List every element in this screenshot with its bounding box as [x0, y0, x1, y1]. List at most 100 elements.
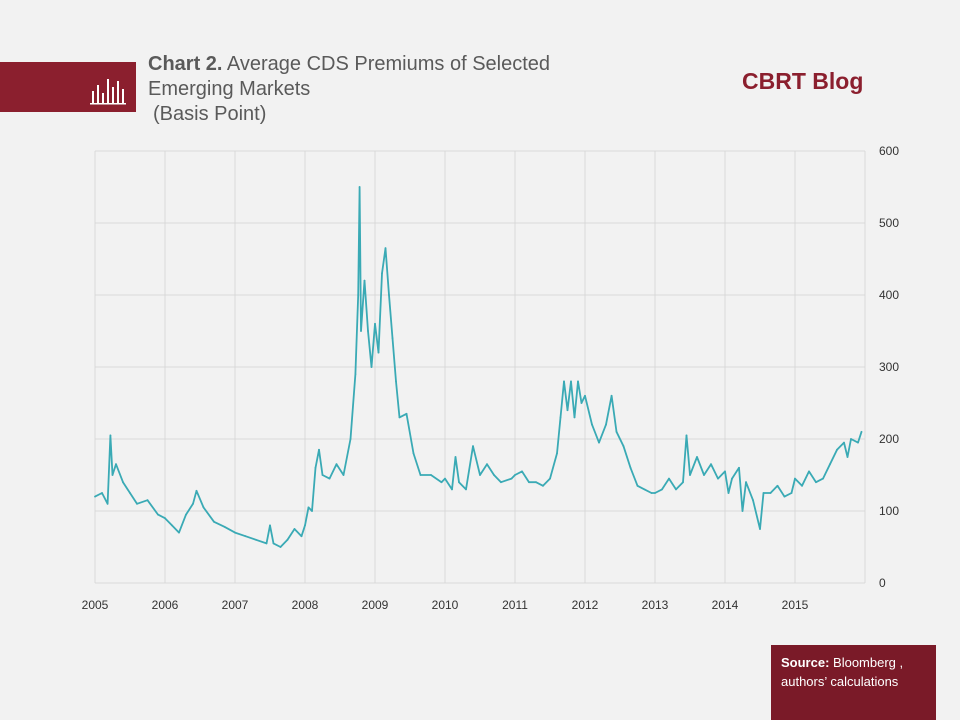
data-point [717, 477, 719, 480]
data-point [654, 492, 656, 494]
data-point [328, 477, 331, 480]
data-point [451, 488, 453, 491]
x-tick-label: 2014 [712, 598, 739, 612]
bar-chart-icon [90, 79, 126, 105]
data-point [636, 484, 639, 487]
data-point [510, 477, 513, 480]
data-point [598, 441, 600, 444]
data-point [860, 430, 863, 433]
x-tick-label: 2011 [502, 598, 528, 612]
chart-unit: (Basis Point) [153, 103, 267, 125]
chart-title-line2: Emerging Markets [148, 78, 311, 100]
data-point [745, 481, 747, 484]
chart-number: Chart 2. [148, 53, 223, 75]
data-point [703, 474, 705, 476]
brand-logo-text: CBRT Blog [742, 68, 864, 94]
data-point [622, 445, 625, 448]
data-point [696, 456, 698, 458]
x-axis-labels: 2005 2006 2007 2008 2009 2010 2011 2012 2013 2014… [82, 598, 809, 612]
x-tick-label: 2015 [782, 598, 809, 612]
x-tick-label: 2006 [152, 598, 179, 612]
data-point [244, 535, 247, 538]
data-point [563, 380, 565, 383]
y-tick-label: 300 [879, 360, 899, 374]
data-point [829, 463, 831, 466]
data-point [195, 489, 198, 492]
chart-title-line1: Average CDS Premiums of Selected [226, 53, 551, 75]
data-point [157, 513, 159, 516]
data-point [741, 510, 744, 512]
data-point [164, 517, 166, 520]
data-point [354, 373, 357, 376]
data-point [178, 531, 180, 534]
data-points [94, 186, 863, 548]
data-point [171, 524, 173, 527]
data-point [374, 322, 376, 325]
data-point [269, 524, 271, 527]
data-point [610, 394, 613, 397]
data-point [304, 524, 306, 527]
data-point [661, 488, 663, 491]
data-point [752, 499, 754, 502]
cds-premium-line [94, 186, 863, 548]
data-point [731, 477, 733, 480]
data-point [724, 470, 726, 473]
data-point [605, 423, 607, 426]
data-point [584, 394, 586, 397]
data-point [223, 525, 226, 528]
data-point [458, 481, 460, 484]
data-point [272, 542, 275, 545]
data-point [111, 474, 114, 476]
x-tick-label: 2007 [222, 598, 249, 612]
y-tick-label: 100 [879, 504, 899, 518]
data-point [843, 441, 845, 444]
data-point [363, 279, 366, 282]
data-point [556, 452, 558, 455]
data-point [815, 481, 817, 484]
data-point [412, 452, 415, 455]
data-point [738, 466, 740, 469]
data-point [650, 492, 653, 494]
y-tick-label: 400 [879, 288, 899, 302]
data-point [573, 416, 576, 419]
x-tick-label: 2005 [82, 598, 109, 612]
data-point [801, 484, 803, 487]
data-point [430, 474, 432, 476]
data-point [358, 186, 361, 188]
data-point [213, 520, 215, 523]
data-point [493, 474, 495, 476]
data-point [388, 294, 390, 296]
data-point [521, 470, 523, 473]
data-point [300, 535, 303, 538]
data-point [405, 412, 408, 415]
x-tick-label: 2009 [362, 598, 389, 612]
y-tick-label: 500 [879, 216, 899, 230]
data-point [857, 441, 859, 444]
y-axis-labels: 0 100 200 300 400 500 600 [879, 144, 899, 590]
data-point [398, 416, 401, 419]
data-point [769, 492, 772, 494]
data-point [335, 463, 338, 466]
data-point [395, 380, 397, 383]
data-point [255, 538, 257, 541]
data-point [559, 416, 562, 419]
data-point [370, 366, 373, 368]
data-point [129, 492, 131, 494]
data-point [535, 481, 537, 484]
data-point [580, 402, 583, 404]
data-point [500, 481, 502, 484]
data-point [136, 502, 138, 505]
data-point [318, 448, 320, 451]
data-point [577, 380, 579, 383]
data-point [185, 513, 187, 516]
source-label: Source: [781, 655, 830, 670]
data-point [643, 488, 646, 491]
data-point [682, 481, 684, 484]
data-point [286, 538, 289, 541]
data-point [279, 546, 282, 548]
data-point [342, 474, 345, 476]
data-point [146, 499, 149, 502]
source-note: Source: Bloomberg , authors’ calculation… [771, 645, 936, 720]
data-point [514, 474, 516, 476]
data-point [454, 456, 457, 458]
